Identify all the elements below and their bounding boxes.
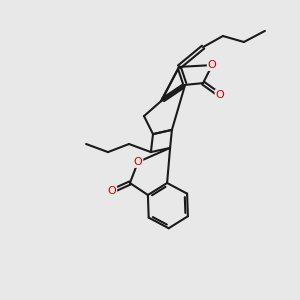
Text: O: O xyxy=(107,186,116,196)
Text: O: O xyxy=(134,157,142,167)
Text: O: O xyxy=(215,90,224,100)
Text: O: O xyxy=(208,60,217,70)
